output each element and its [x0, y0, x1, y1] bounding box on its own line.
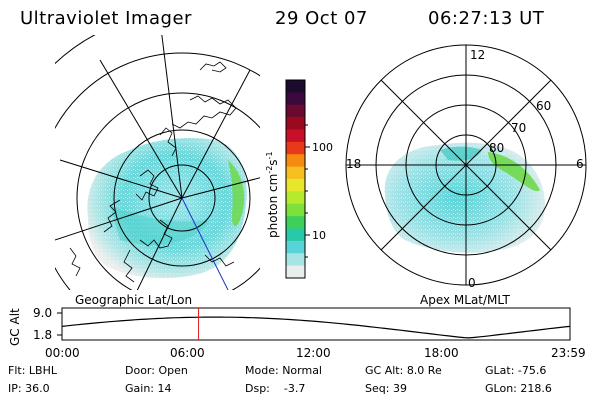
colorbar-cell — [286, 265, 305, 279]
status-door: Door: Open — [125, 364, 188, 377]
colorbar-cell — [286, 141, 305, 155]
status-glon: GLon: 218.6 — [485, 382, 552, 395]
time-tick-2359: 23:59 — [551, 346, 586, 360]
time-tick-1200: 12:00 — [296, 346, 331, 360]
status-dsp: Dsp: -3.7 — [245, 382, 306, 395]
right-map-label: Apex MLat/MLT — [420, 293, 510, 307]
status-seq: Seq: 39 — [365, 382, 407, 395]
colorbar-cell — [286, 80, 305, 93]
colorbar-cell — [286, 240, 305, 254]
colorbar-tick-10: 10 — [312, 229, 326, 242]
mlt-label-18: 18 — [346, 157, 361, 171]
date-label: 29 Oct 07 — [275, 8, 368, 29]
colorbar-cell — [286, 154, 305, 168]
colorbar-tick-100: 100 — [312, 141, 333, 154]
colorbar-cell — [286, 253, 305, 267]
colorbar-cell — [286, 228, 305, 242]
mlt-label-0: 0 — [468, 276, 476, 290]
altitude-ytick-9: 9.0 — [33, 306, 52, 320]
coastlines — [69, 61, 237, 283]
status-glat: GLat: -75.6 — [485, 364, 547, 377]
lat-label-70: 70 — [511, 121, 526, 135]
colorbar-cell — [286, 129, 305, 143]
mlt-label-6: 6 — [576, 157, 584, 171]
colorbar-cell — [286, 166, 305, 180]
altitude-ytick-1-8: 1.8 — [33, 328, 52, 342]
status-ip: IP: 36.0 — [8, 382, 50, 395]
status-gc-alt: GC Alt: 8.0 Re — [365, 364, 442, 377]
status-gain: Gain: 14 — [125, 382, 172, 395]
time-label: 06:27:13 UT — [428, 8, 545, 29]
colorbar-cell — [286, 191, 305, 205]
altitude-axis-label: GC Alt — [8, 308, 22, 346]
instrument-title: Ultraviolet Imager — [20, 8, 192, 29]
colorbar-cell — [286, 104, 305, 118]
colorbar-cell — [286, 216, 305, 230]
colorbar-cell — [286, 92, 305, 106]
time-tick-1800: 18:00 — [424, 346, 459, 360]
colorbar-cell — [286, 179, 305, 192]
altitude-curve — [61, 316, 571, 339]
time-tick-0000: 00:00 — [45, 346, 80, 360]
colorbar-cell — [286, 117, 305, 131]
lat-label-60: 60 — [536, 99, 551, 113]
status-mode: Mode: Normal — [245, 364, 322, 377]
time-tick-0600: 06:00 — [170, 346, 205, 360]
status-filter: Flt: LBHL — [8, 364, 57, 377]
altitude-plot-frame — [61, 307, 571, 341]
left-map-label: Geographic Lat/Lon — [75, 293, 192, 307]
mlt-label-12: 12 — [470, 48, 485, 62]
lat-label-80: 80 — [489, 141, 504, 155]
colorbar-unit-label: photon cm-2s-1 — [265, 151, 280, 238]
colorbar-cell — [286, 203, 305, 217]
